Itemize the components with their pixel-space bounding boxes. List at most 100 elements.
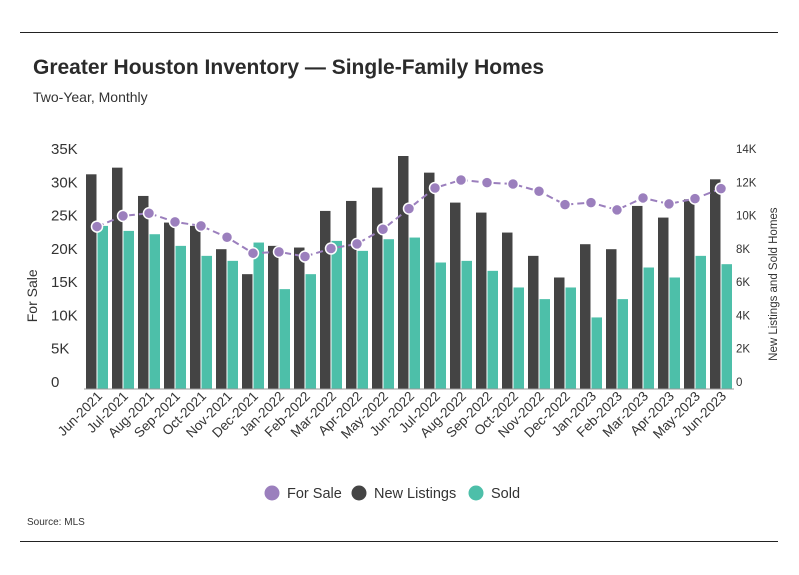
new-listings-bar [320,210,331,389]
sold-bar [279,289,290,389]
new-listings-bar [138,195,149,389]
right-axis-ticks: 0 2K 4K 6K 8K 10K 12K 14K [736,144,757,389]
sold-bar [357,250,368,389]
sold-bar [565,287,576,389]
new-listings-bar [294,247,305,389]
new-listings-bar [268,245,279,389]
right-axis-tick-label: 6K [736,277,750,289]
sold-bar [149,234,160,389]
new-listings-bar [86,174,97,389]
left-axis-tick-label: 0 [51,374,59,391]
for-sale-point [168,215,182,229]
new-listings-bar [502,232,513,389]
right-axis-tick-label: 14K [736,144,757,156]
for-sale-point [584,196,598,209]
new-listings-bar [112,167,123,389]
sold-bar [539,299,550,389]
sold-bar [643,267,654,389]
for-sale-point [376,222,390,236]
new-listings-bar [632,205,643,389]
sold-bar [461,260,472,389]
right-axis-tick-label: 2K [736,344,750,356]
new-listings-bar [476,212,487,389]
sold-bar [305,274,316,389]
new-listings-bar [190,225,201,389]
legend-label: For Sale [287,486,342,502]
for-sale-point [480,176,494,189]
for-sale-point [688,192,702,205]
new-listings-bar [528,255,539,389]
for-sale-point [714,182,728,195]
right-axis-title: New Listings and Sold Homes [768,207,780,361]
legend-label: New Listings [374,486,456,502]
new-listings-bar [684,199,695,389]
new-listings-bar [346,200,357,389]
new-listings-bar [554,277,565,389]
bottom-rule [20,541,778,542]
right-axis-tick-label: 10K [736,211,757,223]
sold-bar [97,225,108,389]
right-axis-tick-label: 4K [736,310,750,322]
chart-title: Greater Houston Inventory — Single-Famil… [33,56,545,79]
for-sale-point [142,207,156,220]
left-axis-tick-label: 25K [51,208,78,225]
sold-bar [487,270,498,389]
sold-bar [175,245,186,389]
sold-bar [721,264,732,389]
new-listings-bar [216,249,227,389]
left-axis-tick-label: 30K [51,174,78,191]
sold-bar [591,317,602,389]
for-sale-point [454,173,468,187]
bars-group [86,156,732,389]
for-sale-point [428,181,442,195]
new-listings-bar [710,179,721,389]
left-axis-title: For Sale [24,269,40,322]
legend-marker [264,485,280,501]
new-listings-bar [242,274,253,389]
for-sale-point [662,197,676,211]
new-listings-bar [450,202,461,389]
left-axis-tick-label: 35K [51,141,78,158]
new-listings-bar [398,156,409,389]
new-listings-bar [580,244,591,389]
sold-bar [669,277,680,389]
sold-bar [123,230,134,389]
source-note: Source: MLS [27,517,85,528]
for-sale-point [194,219,208,233]
legend-marker [468,485,484,501]
for-sale-points [90,173,728,263]
right-axis-tick-label: 12K [736,177,757,189]
left-axis-ticks: 0 5K 10K 15K 20K 25K 30K 35K [51,141,78,391]
for-sale-point [532,185,546,198]
new-listings-bar [424,172,435,389]
left-axis-tick-label: 5K [51,341,69,358]
sold-bar [331,240,342,389]
left-axis-tick-label: 15K [51,274,78,291]
sold-bar [409,237,420,389]
new-listings-bar [164,222,175,389]
sold-bar [383,239,394,389]
new-listings-bar [658,217,669,389]
top-rule [20,32,778,33]
new-listings-bar [372,187,383,389]
new-listings-bar [606,249,617,389]
sold-bar [253,242,264,389]
chart-subtitle: Two-Year, Monthly [33,89,148,105]
for-sale-point [324,242,338,255]
for-sale-point [220,230,234,244]
for-sale-point [636,191,650,205]
legend-label: Sold [491,486,520,502]
sold-bar [513,287,524,389]
sold-bar [695,255,706,389]
right-axis-tick-label: 8K [736,244,750,256]
sold-bar [435,262,446,389]
left-axis-tick-label: 20K [51,241,78,258]
for-sale-point [298,250,312,263]
for-sale-point [558,198,572,211]
sold-bar [227,260,238,389]
left-axis-tick-label: 10K [51,307,78,324]
sold-bar [617,299,628,389]
for-sale-point [246,246,260,260]
for-sale-point [506,177,520,191]
